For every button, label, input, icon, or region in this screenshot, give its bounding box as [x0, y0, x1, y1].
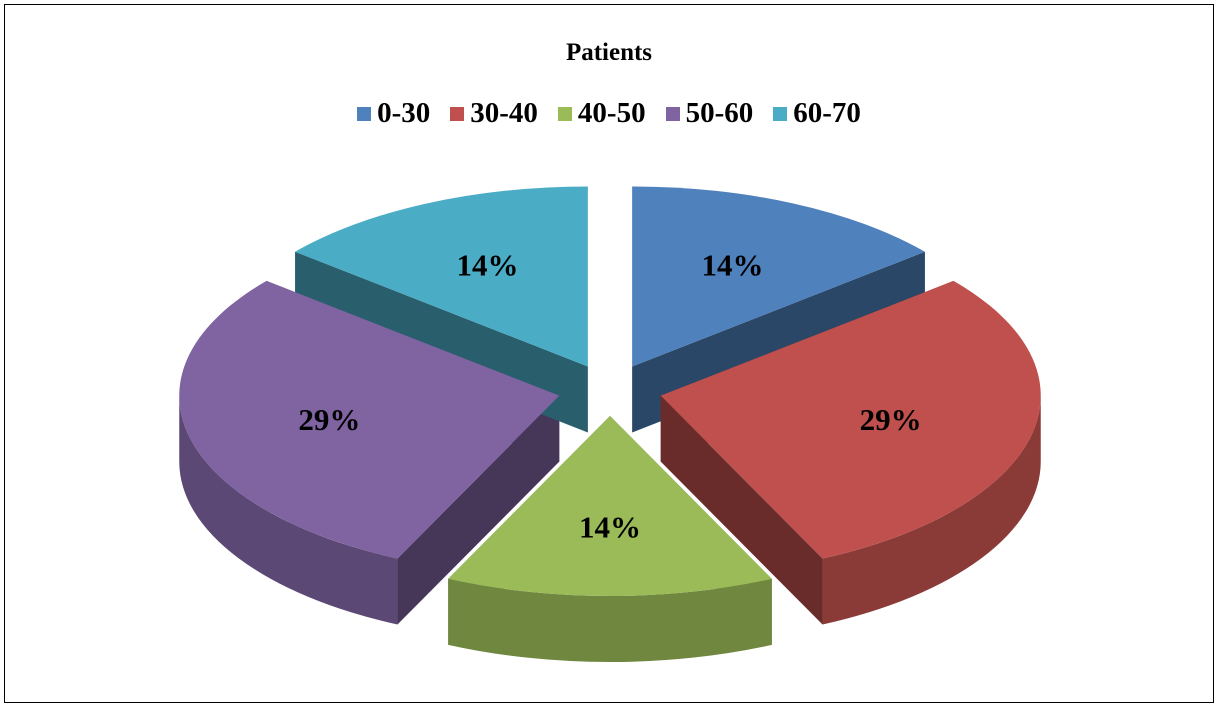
legend: 0-30 30-40 40-50 50-60 60-70 [5, 97, 1213, 130]
legend-label: 50-60 [685, 97, 754, 129]
pie-slice-top-60-70 [295, 186, 588, 367]
data-label-30-40: 29% [860, 402, 922, 437]
legend-item-30-40: 30-40 [450, 97, 538, 130]
pie-slice-top-50-60 [179, 280, 560, 559]
legend-swatch [357, 106, 372, 121]
legend-label: 60-70 [793, 97, 861, 129]
pie-slice-top-40-50 [448, 416, 772, 597]
data-label-0-30: 14% [701, 247, 763, 282]
legend-label: 40-50 [577, 97, 646, 129]
data-label-60-70: 14% [457, 247, 519, 282]
pie-slice-top-0-30 [632, 186, 925, 367]
legend-swatch [665, 106, 680, 121]
legend-label: 30-40 [470, 97, 538, 129]
data-label-50-60: 29% [298, 402, 360, 437]
legend-swatch [557, 106, 572, 121]
legend-item-60-70: 60-70 [773, 97, 861, 130]
legend-swatch [773, 106, 788, 121]
legend-item-0-30: 0-30 [357, 97, 430, 130]
legend-swatch [450, 106, 465, 121]
chart-title: Patients [565, 39, 653, 66]
legend-item-50-60: 50-60 [665, 97, 754, 130]
legend-item-40-50: 40-50 [557, 97, 646, 130]
data-label-40-50: 14% [579, 510, 641, 545]
legend-label: 0-30 [377, 97, 431, 129]
pie-slice-top-30-40 [660, 280, 1041, 559]
